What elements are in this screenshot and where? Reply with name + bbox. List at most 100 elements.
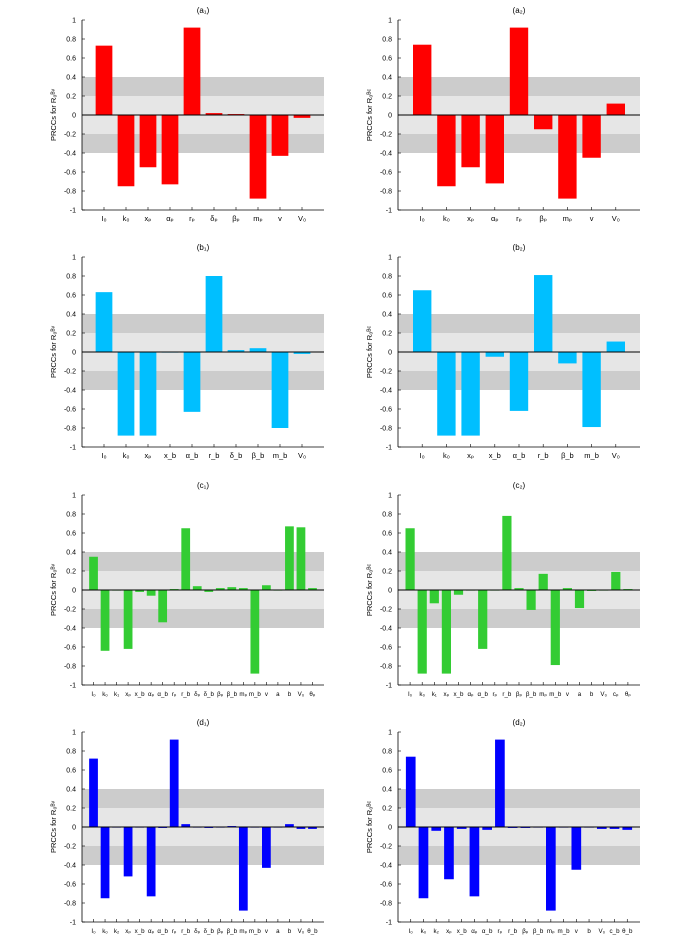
y-tick-label: 0 [388,588,392,595]
y-tick-label: -0.8 [380,664,392,671]
y-tick-label: 0.8 [66,274,76,281]
bar [183,27,201,116]
bar [169,589,179,590]
chart-title: (c₂) [513,481,526,490]
bar [558,115,577,199]
y-tick-label: 0.4 [382,312,392,319]
x-tick-label: mₚ [563,214,572,223]
x-tick-label: xₚ [467,214,474,223]
x-tick-label: θₚ [625,691,631,698]
bar [215,588,225,590]
x-tick-label: xₚ [145,451,152,460]
y-tick-label: -0.4 [64,388,76,395]
x-tick-label: β_b [526,691,537,698]
y-tick-label: -1 [386,208,392,215]
bar [571,827,582,870]
x-tick-label: k₀ [102,928,108,935]
bar [139,352,157,436]
chart-title: (c₁) [197,481,209,490]
y-tick-label: 1 [388,730,392,737]
y-tick-label: -0.8 [64,901,76,908]
y-tick-label: 1 [388,255,392,262]
x-tick-label: mₚ [539,691,547,698]
y-tick-label: -1 [70,445,76,452]
bar [509,27,529,116]
x-tick-label: m_b [584,451,599,460]
x-tick-label: V₀ [612,214,620,223]
bar [429,590,439,604]
x-tick-label: δ_b [204,691,215,698]
y-axis-label: PRCCs for R₀ᴮᵛ [49,800,58,853]
x-tick-label: k₀ [443,214,450,223]
bar [146,590,156,596]
y-tick-label: -1 [386,445,392,452]
y-tick-label: 0.8 [66,37,76,44]
y-tick-label: -0.2 [380,369,392,376]
x-tick-label: V₀ [298,214,306,223]
bar [558,352,577,364]
y-tick-label: 0.4 [66,787,76,794]
bar [509,352,529,411]
y-tick-label: -1 [70,208,76,215]
y-tick-label: -0.2 [380,607,392,614]
y-axis-label: PRCCs for R₀ᴮᵛ [49,563,58,616]
x-tick-label: δₚ [210,214,217,223]
bar [582,115,601,158]
y-tick-label: 0.4 [66,550,76,557]
chart-panel-c2: -1 -0.8 -0.6 -0.4 -0.2 0 0.2 0.4 0.6 0.8 1 I₀ k₀ k₁ xₚ… [365,481,640,698]
y-tick-label: -0.8 [64,664,76,671]
x-tick-label: k₁ [432,691,437,698]
x-tick-label: r_b [209,451,220,460]
x-tick-label: rₚ [172,691,177,698]
bar [181,824,191,827]
x-tick-label: v [265,691,269,698]
bar [169,739,179,827]
x-tick-label: a [578,691,582,698]
bar [308,827,317,829]
bar [456,827,467,829]
x-tick-label: δ_b [230,451,243,460]
bar [437,352,456,436]
x-tick-label: βₚ [217,691,224,698]
x-tick-label: α_b [157,691,168,698]
x-tick-label: k₂ [433,928,439,935]
y-tick-label: -0.2 [64,132,76,139]
y-tick-label: -0.8 [380,901,392,908]
y-tick-label: 0 [72,825,76,832]
x-tick-label: αₚ [467,691,474,698]
x-tick-label: V₀ [598,928,605,935]
x-tick-label: V₀ [600,691,607,698]
y-tick-label: 0.4 [66,75,76,82]
bar [146,827,156,897]
x-tick-label: r_b [181,691,191,698]
y-tick-label: 0.6 [382,768,392,775]
x-tick-label: v [575,928,579,935]
y-tick-label: 0.6 [66,56,76,63]
x-tick-label: m_b [273,451,288,460]
bar [461,352,480,436]
x-tick-label: V₀ [612,451,620,460]
x-tick-label: αₚ [166,214,174,223]
x-tick-label: rₚ [172,928,177,935]
y-tick-label: -0.2 [64,844,76,851]
bar [622,827,633,830]
bar [534,115,553,130]
y-tick-label: 0.8 [382,512,392,519]
y-tick-label: -0.4 [380,863,392,870]
x-tick-label: rₚ [498,928,503,935]
bar [181,528,191,590]
y-tick-label: -0.4 [64,151,76,158]
y-tick-label: -0.4 [380,626,392,633]
x-tick-label: rₚ [516,214,522,223]
bar [158,590,168,623]
y-tick-label: -0.4 [64,863,76,870]
bar [238,827,248,911]
bar [262,585,271,590]
bar [271,115,289,156]
bar [139,115,157,168]
bar [469,827,480,897]
x-tick-label: v [278,214,282,223]
x-tick-label: v [590,214,594,223]
y-tick-label: -0.6 [380,645,392,652]
x-tick-label: αₚ [148,691,155,698]
